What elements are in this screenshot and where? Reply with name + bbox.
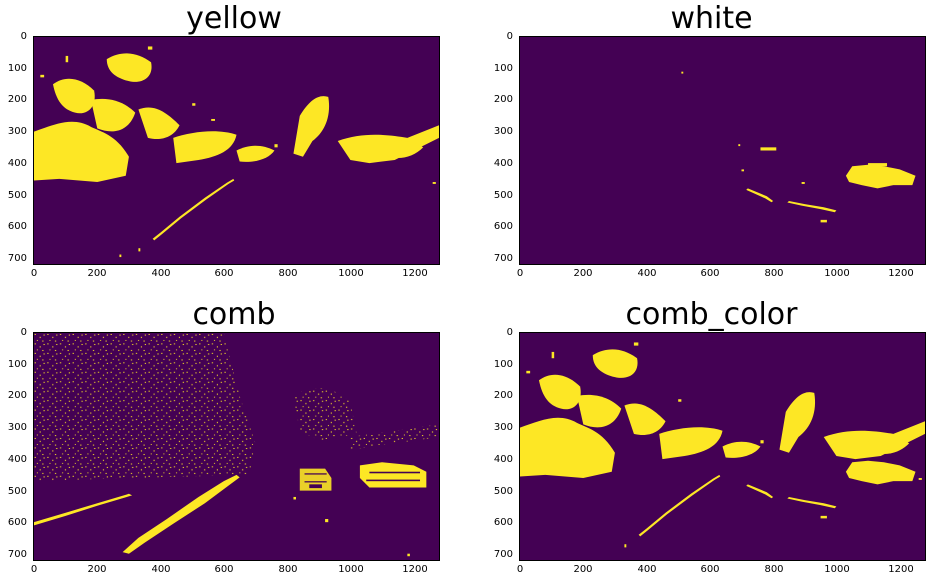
x-tick-label: 0 xyxy=(30,564,38,575)
x-tick-label: 600 xyxy=(700,268,720,279)
y-tick-label: 200 xyxy=(493,390,513,401)
x-tick-label: 200 xyxy=(87,268,107,279)
x-tick-label: 0 xyxy=(30,268,38,279)
x-tick-label: 200 xyxy=(573,268,593,279)
x-tick-label: 1200 xyxy=(888,564,914,575)
y-tick-label: 600 xyxy=(7,517,27,528)
y-tick-label: 300 xyxy=(493,422,513,433)
image-comb-svg xyxy=(34,333,439,557)
panel-title: comb_color xyxy=(625,297,798,332)
binary-image xyxy=(519,36,926,265)
y-tick-label: 0 xyxy=(20,31,27,42)
y-tick-label: 500 xyxy=(493,486,513,497)
y-tick-label: 600 xyxy=(493,517,513,528)
panel-title: comb xyxy=(192,297,276,332)
y-tick-label: 700 xyxy=(7,549,27,560)
x-tick-label: 400 xyxy=(151,564,171,575)
y-tick-label: 100 xyxy=(493,359,513,370)
x-tick-label: 1200 xyxy=(402,268,428,279)
panel-white: white 0 100 200 300 400 500 600 700 xyxy=(487,0,936,290)
y-tick-label: 500 xyxy=(7,190,27,201)
x-tick-label: 800 xyxy=(278,564,298,575)
x-tick-label: 600 xyxy=(700,564,720,575)
x-tick-label: 0 xyxy=(516,268,524,279)
y-tick-label: 500 xyxy=(493,190,513,201)
panel-title: white xyxy=(670,1,753,36)
x-tick-label: 800 xyxy=(764,268,784,279)
y-tick-label: 0 xyxy=(506,31,513,42)
y-tick-label: 400 xyxy=(493,454,513,465)
image-yellow-svg xyxy=(34,46,439,258)
x-tick-label: 1200 xyxy=(888,268,914,279)
image-comb-color-svg xyxy=(520,342,925,548)
y-tick-label: 300 xyxy=(493,126,513,137)
x-tick-label: 1000 xyxy=(824,268,850,279)
image-white-svg xyxy=(681,71,916,223)
y-tick-label: 600 xyxy=(493,221,513,232)
x-tick-label: 1200 xyxy=(402,564,428,575)
y-tick-label: 0 xyxy=(20,327,27,338)
y-tick-label: 400 xyxy=(7,158,27,169)
x-tick-label: 400 xyxy=(151,268,171,279)
x-tick-label: 1000 xyxy=(338,268,364,279)
y-tick-label: 700 xyxy=(493,253,513,264)
y-tick-label: 700 xyxy=(493,549,513,560)
y-tick-label: 100 xyxy=(7,63,27,74)
x-tick-label: 0 xyxy=(516,564,524,575)
binary-image xyxy=(519,332,926,561)
y-tick-label: 400 xyxy=(493,158,513,169)
panel-comb-color: comb_color xyxy=(487,296,936,585)
y-tick-label: 100 xyxy=(7,359,27,370)
y-tick-label: 0 xyxy=(506,327,513,338)
x-tick-label: 800 xyxy=(278,268,298,279)
y-tick-label: 300 xyxy=(7,422,27,433)
panel-comb: comb xyxy=(0,296,468,585)
y-tick-label: 500 xyxy=(7,486,27,497)
panel-title: yellow xyxy=(186,1,282,36)
x-tick-label: 800 xyxy=(764,564,784,575)
x-tick-label: 400 xyxy=(637,564,657,575)
x-tick-label: 200 xyxy=(573,564,593,575)
x-tick-label: 600 xyxy=(214,268,234,279)
binary-image xyxy=(33,36,440,265)
y-tick-label: 400 xyxy=(7,454,27,465)
y-tick-label: 100 xyxy=(493,63,513,74)
binary-image xyxy=(33,332,440,561)
y-tick-label: 200 xyxy=(7,94,27,105)
y-tick-label: 700 xyxy=(7,253,27,264)
x-tick-label: 400 xyxy=(637,268,657,279)
x-tick-label: 600 xyxy=(214,564,234,575)
x-tick-label: 200 xyxy=(87,564,107,575)
x-tick-label: 1000 xyxy=(824,564,850,575)
y-tick-label: 300 xyxy=(7,126,27,137)
panel-yellow: yellow xyxy=(0,0,468,290)
y-tick-label: 200 xyxy=(7,390,27,401)
x-tick-label: 1000 xyxy=(338,564,364,575)
y-tick-label: 200 xyxy=(493,94,513,105)
y-tick-label: 600 xyxy=(7,221,27,232)
